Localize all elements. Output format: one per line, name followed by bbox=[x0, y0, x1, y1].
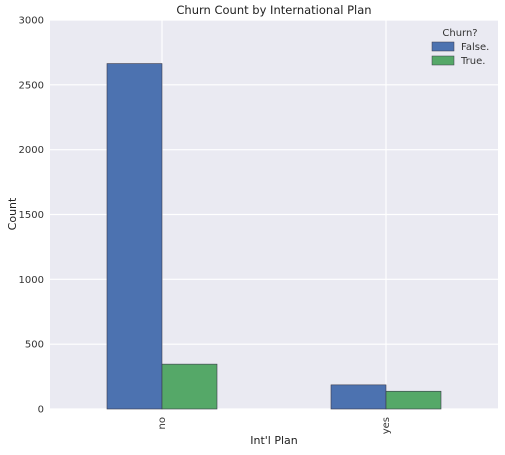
legend-label: False. bbox=[461, 42, 489, 53]
legend-title: Churn? bbox=[442, 28, 477, 39]
y-tick-label: 2500 bbox=[19, 80, 44, 91]
y-tick-label: 500 bbox=[25, 340, 44, 351]
legend-swatch bbox=[431, 55, 455, 66]
y-tick-label: 2000 bbox=[19, 145, 44, 156]
bar-no-true bbox=[161, 363, 218, 410]
chart-title: Churn Count by International Plan bbox=[176, 3, 371, 17]
bar-no-false bbox=[106, 63, 163, 410]
bar-yes-true bbox=[385, 390, 442, 410]
bar-yes-false bbox=[330, 384, 387, 410]
y-tick-label: 1500 bbox=[19, 210, 44, 221]
y-axis-label: Count bbox=[6, 197, 19, 230]
legend-label: True. bbox=[460, 56, 485, 67]
x-axis-label: Int'l Plan bbox=[250, 434, 298, 447]
y-tick-labels: 0 500 1000 1500 2000 2500 3000 bbox=[19, 16, 44, 416]
x-tick-label: yes bbox=[381, 417, 392, 434]
y-tick-label: 0 bbox=[38, 405, 44, 416]
y-tick-label: 3000 bbox=[19, 16, 44, 27]
legend: Churn? False. True. bbox=[431, 28, 489, 67]
x-tick-label: no bbox=[157, 417, 168, 429]
bars bbox=[106, 63, 442, 410]
x-tick-labels: no yes bbox=[157, 417, 392, 434]
legend-swatch bbox=[431, 41, 455, 52]
y-tick-label: 1000 bbox=[19, 275, 44, 286]
